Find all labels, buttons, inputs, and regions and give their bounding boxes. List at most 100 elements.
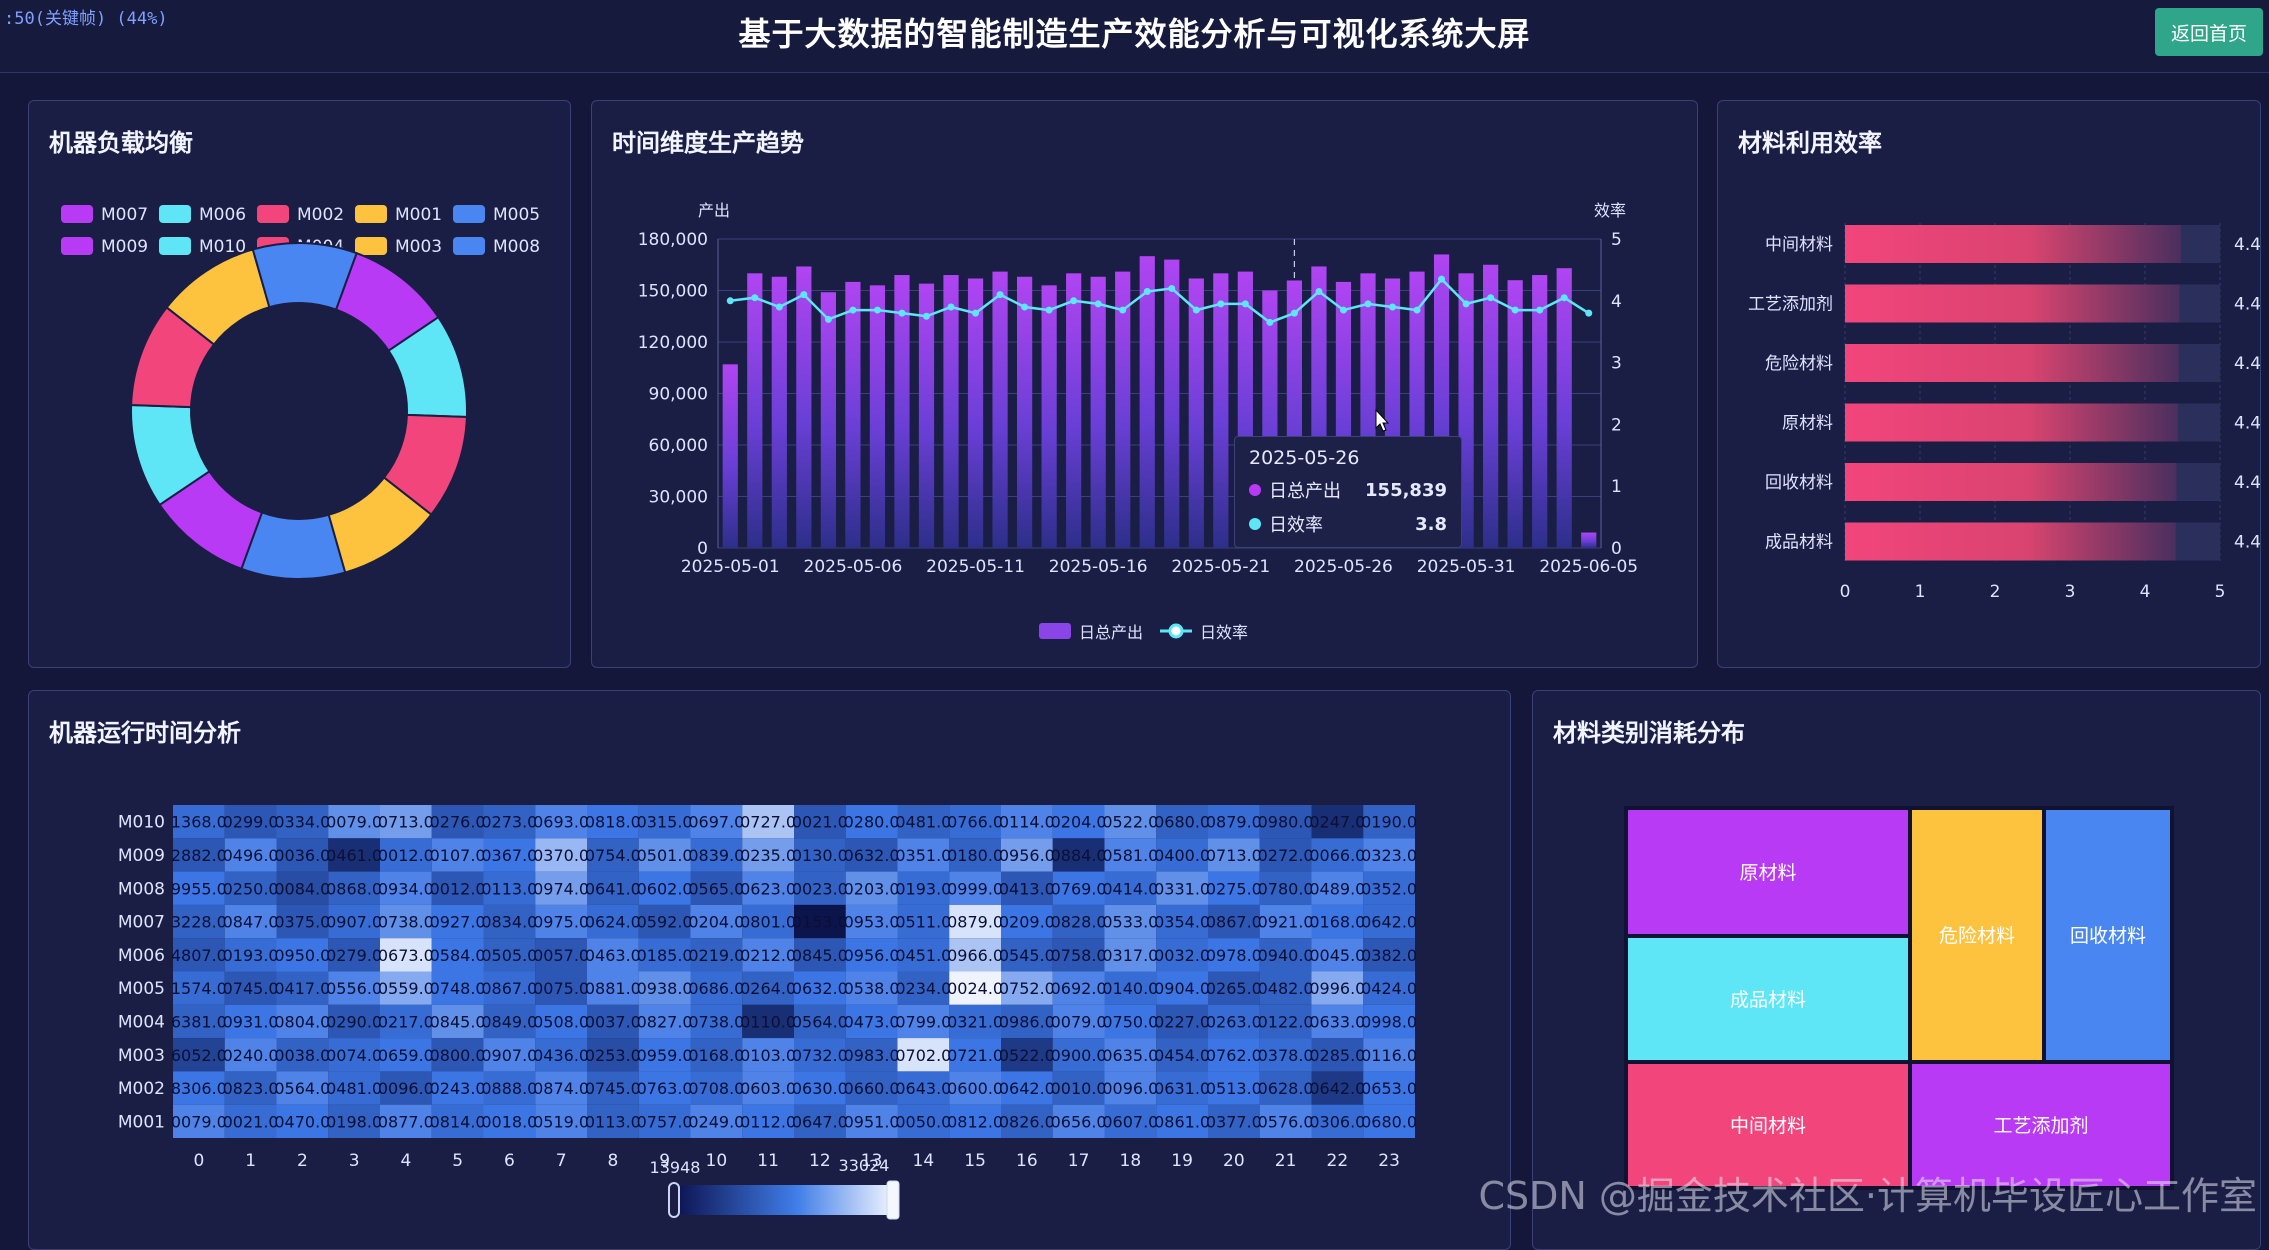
row-label: M007 — [118, 913, 165, 933]
heatmap-cell — [949, 1071, 1001, 1105]
heatmap-cell — [535, 904, 587, 939]
efficiency-point — [972, 309, 980, 317]
cell-value: 0501.0 — [637, 846, 693, 865]
cell-value: 0839.0 — [688, 846, 744, 865]
cell-value: 0264.0 — [740, 979, 796, 998]
heatmap-cell — [1311, 971, 1364, 1005]
heatmap-cell — [1104, 1071, 1157, 1105]
heatmap-cell — [483, 1038, 536, 1072]
cell-value: 0693.0 — [533, 813, 589, 832]
x-tick: 1 — [1915, 582, 1926, 602]
cell-value: 0978.0 — [1206, 946, 1262, 965]
cell-value: 0845.0 — [792, 946, 848, 965]
y-right-tick: 0 — [1611, 539, 1622, 559]
efficiency-point — [1364, 300, 1372, 308]
cell-value: 0321.0 — [947, 1012, 1003, 1031]
heatmap-cell — [897, 805, 950, 839]
heatmap-cell — [535, 1004, 587, 1039]
cell-value: 0980.0 — [1258, 813, 1314, 832]
cell-value: 0190.0 — [1361, 813, 1417, 832]
heatmap-cell — [1363, 805, 1415, 839]
cell-value: 0956.0 — [844, 946, 900, 965]
heatmap-cell — [587, 838, 639, 872]
cell-value: 0564.0 — [274, 1079, 330, 1098]
category-label: 原材料 — [1782, 414, 1833, 434]
heatmap-cell — [276, 1038, 329, 1072]
y-right-tick: 5 — [1611, 230, 1622, 250]
cell-value: 0757.0 — [637, 1112, 693, 1131]
heatmap-cell — [845, 938, 898, 972]
cell-value: 0769.0 — [1051, 879, 1107, 898]
cell-value: 0451.0 — [895, 946, 951, 965]
cell-value: 0153.0 — [792, 913, 848, 932]
top-bar: :50(关键帧) (44%) 基于大数据的智能制造生产效能分析与可视化系统大屏 … — [0, 0, 2269, 73]
cell-value: 0721.0 — [947, 1046, 1003, 1065]
output-bar — [796, 266, 812, 548]
heatmap-cell — [742, 1004, 794, 1039]
cell-value: 0290.0 — [326, 1012, 382, 1031]
tooltip-output-label: 日总产出 — [1269, 481, 1341, 502]
heatmap-cell — [1363, 1004, 1415, 1039]
treemap-label: 中间材料 — [1730, 1115, 1806, 1137]
cell-value: 0285.0 — [1309, 1046, 1365, 1065]
legend-label: M005 — [493, 205, 540, 225]
efficiency-point — [1217, 300, 1225, 308]
heatmap-cell — [1104, 938, 1157, 972]
heatmap-cell — [1052, 1104, 1105, 1138]
heatmap-cell — [587, 871, 639, 905]
cell-value: 0522.0 — [1102, 813, 1158, 832]
heatmap-cell — [845, 838, 898, 872]
x-tick: 2025-05-01 — [681, 557, 780, 577]
heatmap-cell — [794, 904, 846, 939]
heatmap-cell — [949, 1038, 1001, 1072]
heatmap-cell — [690, 1004, 743, 1039]
heatmap-cell — [380, 938, 432, 972]
cell-value: 0066.0 — [1309, 846, 1365, 865]
cell-value: 0849.0 — [481, 1012, 537, 1031]
x-tick: 4 — [2140, 582, 2151, 602]
cell-value: 0021.0 — [223, 1112, 279, 1131]
heatmap-cell — [535, 838, 587, 872]
efficiency-point — [800, 291, 808, 299]
column-label: 15 — [964, 1151, 986, 1171]
heatmap-cell — [794, 805, 846, 839]
column-label: 5 — [452, 1151, 463, 1171]
cell-value: 0607.0 — [1102, 1112, 1158, 1131]
cell-value: 0110.0 — [740, 1012, 796, 1031]
cell-value: 0217.0 — [378, 1012, 434, 1031]
cell-value: 0045.0 — [1309, 946, 1365, 965]
heatmap-cell — [690, 1104, 743, 1138]
heatmap-cell — [742, 1038, 794, 1072]
value-label: 4.44 — [2234, 414, 2260, 434]
cell-value: 0417.0 — [274, 979, 330, 998]
heatmap-cell — [431, 871, 484, 905]
cell-value: 0012.0 — [378, 846, 434, 865]
output-bar — [869, 285, 886, 548]
cell-value: 0780.0 — [1258, 879, 1314, 898]
x-tick: 0 — [1840, 582, 1851, 602]
cell-value: 0107.0 — [430, 846, 486, 865]
cell-value: 0265.0 — [1206, 979, 1262, 998]
x-tick: 2025-05-31 — [1417, 557, 1516, 577]
legend-swatch — [257, 205, 289, 223]
cell-value: 0331.0 — [1154, 879, 1210, 898]
cell-value: 0018.0 — [481, 1112, 537, 1131]
efficiency-point — [1094, 300, 1102, 308]
cell-value: 0489.0 — [1309, 879, 1365, 898]
cell-value: 0713.0 — [378, 813, 434, 832]
cell-value: 0983.0 — [844, 1046, 900, 1065]
cell-value: 0847.0 — [223, 913, 279, 932]
output-bar — [1016, 276, 1033, 548]
home-button[interactable]: 返回首页 — [2155, 8, 2263, 56]
legend-label: M008 — [493, 237, 540, 257]
efficiency-point — [1119, 306, 1127, 314]
heatmap-cell — [794, 1104, 846, 1138]
efficiency-point — [1315, 288, 1323, 296]
value-label: 4.41 — [2234, 533, 2260, 553]
cell-value: 0351.0 — [895, 846, 951, 865]
y-left-tick: 90,000 — [649, 385, 708, 405]
heatmap-cell — [276, 1004, 329, 1039]
cell-value: 0633.0 — [1309, 1012, 1365, 1031]
heatmap-cell — [1001, 971, 1053, 1005]
cell-value: 0827.0 — [637, 1012, 693, 1031]
